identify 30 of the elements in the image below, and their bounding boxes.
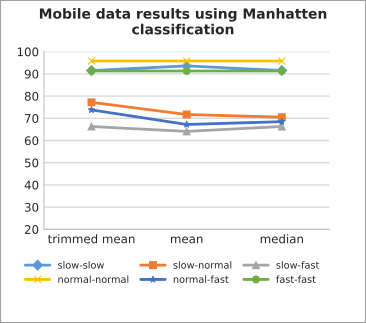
y-tick-label: 80 xyxy=(24,92,38,101)
point xyxy=(278,118,286,125)
point xyxy=(88,98,96,106)
y-tick-label: 30 xyxy=(24,202,38,212)
y-tick-label: 70 xyxy=(25,114,38,123)
legend-label: slow-normal xyxy=(173,261,232,269)
legend-label: slow-fast xyxy=(276,261,320,269)
y-tick-label: 60 xyxy=(24,136,38,146)
x-tick-label: median xyxy=(260,234,303,244)
chart-title: Mobile data results using Manhatten classification xyxy=(40,8,326,34)
legend-label: fast-fast xyxy=(276,275,316,283)
point xyxy=(182,57,191,65)
point xyxy=(88,122,96,131)
point xyxy=(182,67,191,75)
point xyxy=(182,110,191,119)
y-tick-label: 40 xyxy=(24,180,38,190)
y-tick-label: 100 xyxy=(18,47,38,56)
point xyxy=(278,57,286,65)
point xyxy=(88,106,96,114)
y-tick-label: 20 xyxy=(24,225,38,234)
legend-label: normal-fast xyxy=(174,275,229,283)
y-tick-label: 90 xyxy=(24,70,38,79)
legend-label: normal-normal xyxy=(58,275,128,283)
point xyxy=(88,57,96,65)
point xyxy=(182,127,191,136)
x-tick-label: trimmed mean xyxy=(48,234,134,244)
legend-label: slow-slow xyxy=(58,261,104,269)
point xyxy=(182,120,190,128)
x-tick-label: mean xyxy=(170,236,202,244)
y-tick-label: 50 xyxy=(24,158,38,168)
